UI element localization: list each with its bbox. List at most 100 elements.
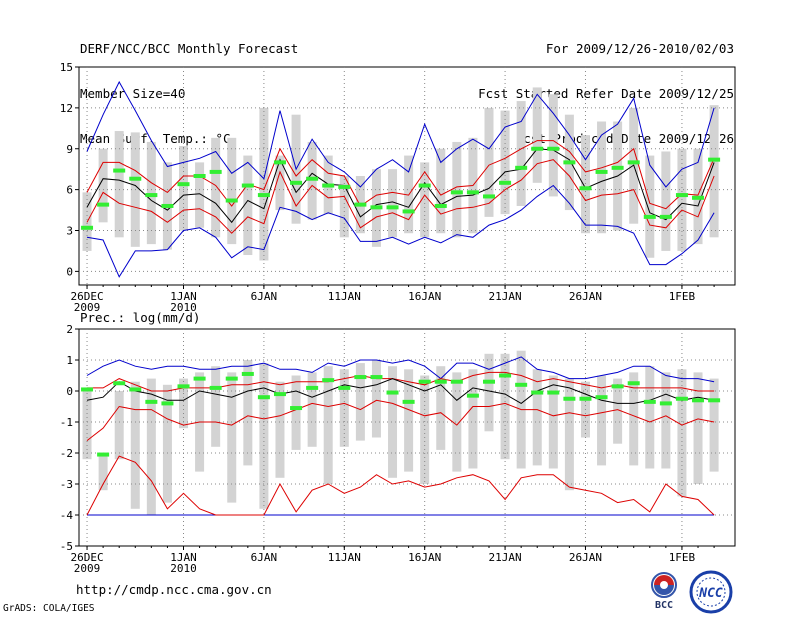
prec-obs-mark bbox=[692, 398, 705, 403]
temp-obs-mark bbox=[241, 183, 254, 188]
temp-xtick-label: 1JAN bbox=[170, 290, 197, 303]
temp-xtick-label: 1FEB bbox=[669, 290, 696, 303]
prec-box bbox=[259, 363, 269, 509]
prec-obs-mark bbox=[450, 379, 463, 384]
temp-obs-mark bbox=[193, 174, 206, 178]
prec-obs-mark bbox=[402, 399, 415, 404]
footer-url[interactable]: http://cmdp.ncc.cma.gov.cn bbox=[76, 582, 272, 597]
prec-box bbox=[323, 366, 333, 484]
temp-box bbox=[388, 169, 398, 238]
temp-obs-mark bbox=[354, 202, 367, 207]
temp-inner-low-line bbox=[86, 159, 715, 234]
temp-box bbox=[500, 110, 510, 215]
temp-obs-mark bbox=[434, 203, 447, 208]
temp-obs-mark bbox=[579, 186, 592, 191]
prec-box bbox=[597, 375, 607, 466]
prec-obs-mark bbox=[643, 399, 656, 404]
prec-obs-mark bbox=[290, 406, 303, 411]
temp-box bbox=[195, 162, 205, 228]
temp-obs-mark bbox=[225, 198, 238, 203]
prec-obs-mark bbox=[563, 396, 576, 401]
prec-obs-mark bbox=[81, 387, 94, 392]
prec-inner-high-line bbox=[87, 371, 715, 392]
prec-chart-title: Prec.: log(mm/d) bbox=[80, 310, 200, 325]
temp-obs-mark bbox=[563, 160, 576, 165]
prec-obs-mark bbox=[418, 379, 431, 384]
bcc-logo-text: BCC bbox=[655, 600, 673, 610]
prec-box bbox=[484, 353, 494, 432]
prec-box bbox=[436, 366, 446, 450]
prec-obs-mark bbox=[97, 452, 110, 457]
prec-box bbox=[661, 372, 671, 469]
temp-ytick-label: 9 bbox=[66, 143, 73, 156]
prec-obs-mark bbox=[499, 373, 512, 378]
prec-ytick-label: 2 bbox=[66, 323, 73, 336]
prec-box bbox=[404, 369, 414, 472]
temp-box bbox=[436, 148, 446, 234]
prec-box bbox=[548, 375, 558, 469]
temp-obs-mark bbox=[322, 183, 335, 188]
temp-obs-mark bbox=[273, 160, 286, 165]
prec-obs-mark bbox=[466, 393, 479, 398]
temp-obs-mark bbox=[450, 190, 463, 195]
prec-box bbox=[275, 381, 285, 478]
prec-ytick-label: 0 bbox=[66, 385, 73, 398]
prec-obs-mark bbox=[627, 381, 640, 386]
prec-obs-mark bbox=[531, 390, 544, 395]
prec-obs-mark bbox=[659, 401, 672, 406]
temp-obs-mark bbox=[659, 214, 672, 219]
temp-box bbox=[146, 141, 156, 245]
prec-xtick-label: 16JAN bbox=[408, 551, 441, 564]
prec-outer-high-line bbox=[86, 356, 715, 383]
temp-obs-mark bbox=[627, 160, 640, 165]
prec-xtick-label: 21JAN bbox=[489, 551, 522, 564]
prec-xtick-label: 6JAN bbox=[251, 551, 278, 564]
temp-obs-mark bbox=[338, 184, 351, 189]
temp-box bbox=[275, 155, 285, 211]
temp-ytick-label: 0 bbox=[66, 265, 73, 278]
temp-box bbox=[548, 94, 558, 197]
temp-box bbox=[211, 137, 221, 238]
prec-obs-mark bbox=[209, 385, 222, 390]
prec-box bbox=[114, 391, 124, 460]
prec-box bbox=[564, 378, 574, 491]
prec-box bbox=[291, 375, 301, 450]
prec-obs-mark bbox=[177, 384, 190, 389]
prec-obs-mark bbox=[306, 385, 319, 390]
prec-ytick-label: -2 bbox=[60, 447, 73, 460]
temp-obs-mark bbox=[692, 195, 705, 200]
prec-obs-mark bbox=[145, 399, 158, 404]
temp-box bbox=[484, 107, 494, 217]
temp-obs-mark bbox=[643, 214, 656, 219]
prec-obs-mark bbox=[241, 371, 254, 376]
temp-xtick-sublabel: 2010 bbox=[170, 301, 197, 314]
temp-obs-mark bbox=[708, 157, 721, 162]
temp-frame bbox=[78, 66, 736, 286]
prec-box bbox=[532, 369, 542, 466]
prec-box bbox=[452, 372, 462, 472]
temp-xtick-sublabel: 2009 bbox=[74, 301, 101, 314]
prec-obs-mark bbox=[273, 392, 286, 397]
prec-box bbox=[339, 369, 349, 447]
prec-obs-mark bbox=[675, 396, 688, 401]
prec-box bbox=[500, 353, 510, 460]
prec-box bbox=[130, 381, 140, 509]
temp-box bbox=[179, 146, 189, 231]
prec-xtick-sublabel: 2009 bbox=[74, 562, 101, 575]
temp-box bbox=[227, 137, 237, 245]
temp-obs-mark bbox=[81, 225, 94, 230]
temp-box bbox=[709, 105, 719, 238]
prec-obs-mark bbox=[579, 396, 592, 401]
prec-box bbox=[613, 378, 623, 444]
temp-box bbox=[532, 87, 542, 183]
ncc-logo: NCC bbox=[689, 570, 733, 614]
temp-obs-mark bbox=[531, 146, 544, 151]
prec-obs-mark bbox=[257, 395, 270, 400]
temp-obs-mark bbox=[386, 205, 399, 210]
temp-obs-mark bbox=[145, 193, 158, 198]
prec-obs-mark bbox=[434, 379, 447, 384]
temp-obs-mark bbox=[290, 180, 303, 185]
prec-obs-mark bbox=[708, 398, 721, 403]
temp-box bbox=[307, 141, 317, 220]
prec-xtick-label: 11JAN bbox=[328, 551, 361, 564]
